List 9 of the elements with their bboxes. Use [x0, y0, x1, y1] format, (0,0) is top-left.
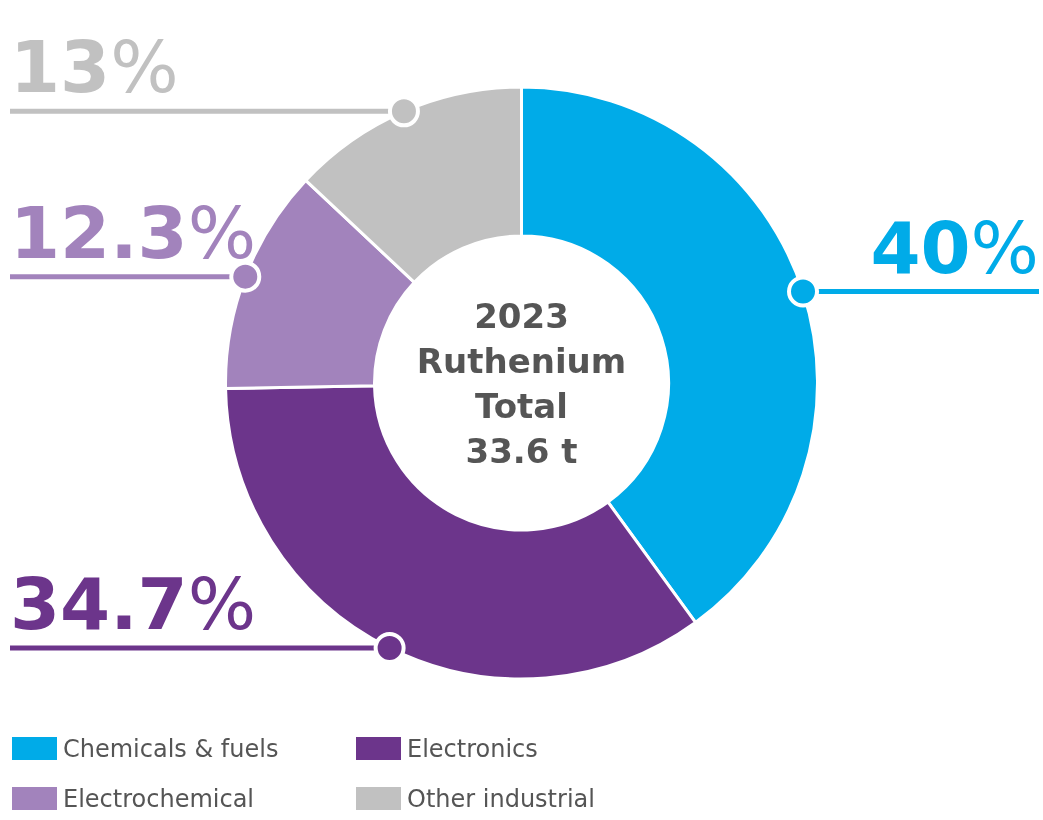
legend-label: Electronics: [407, 734, 538, 763]
legend-label: Electrochemical: [63, 784, 255, 813]
legend-label: Chemicals & fuels: [63, 734, 279, 763]
data-label: 40%: [870, 205, 1040, 290]
data-label: 34.7%: [10, 561, 257, 646]
legend-label: Other industrial: [407, 784, 595, 813]
data-label: 12.3%: [10, 190, 257, 275]
text: 2023 Ruthenium Total 33.6 t: [416, 295, 627, 471]
data-label: 13%: [10, 25, 179, 110]
